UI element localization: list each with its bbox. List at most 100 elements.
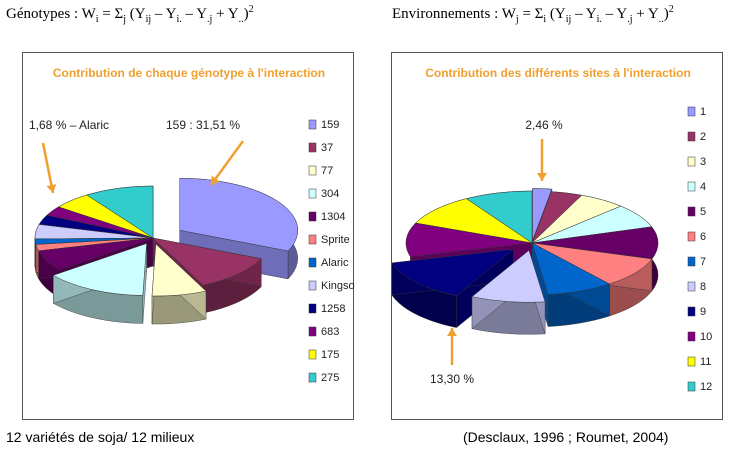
legend-label: 6 [700,231,706,243]
legend-swatch [687,256,696,267]
legend-item-37: 37 [308,142,333,154]
legend-label: 8 [700,281,706,293]
legend-label: 77 [321,165,333,177]
legend-swatch [308,372,317,383]
legend-swatch [687,356,696,367]
legend-item-kingsoy: Kingsoy [308,280,355,292]
legend-item-304: 304 [308,188,339,200]
legend-item-1258: 1258 [308,303,345,315]
pie-slices [34,178,298,325]
legend-item-sprite: Sprite [308,234,350,246]
legend-swatch [308,257,317,268]
legend-item-4: 4 [687,181,706,193]
legend-item-3: 3 [687,156,706,168]
arrow-head [537,173,547,181]
annotation-1-68-alaric: 1,68 % – Alaric [29,118,109,194]
annotation-159-31-51: 159 : 31,51 % [166,118,245,186]
legend-item-5: 5 [687,206,706,218]
legend-swatch [308,119,317,130]
legend-label: 12 [700,381,712,393]
caption-right: (Desclaux, 1996 ; Roumet, 2004) [463,429,669,445]
legend-label: 1304 [321,211,345,223]
legend-swatch [687,131,696,142]
legend-label: 9 [700,306,706,318]
chart-legend: 159 37 77 304 1304 Sprite Alaric Kingsoy 1258 683… [308,119,355,384]
legend-item-6: 6 [687,231,706,243]
legend-swatch [308,349,317,360]
annotation-label: 1,68 % – Alaric [29,118,109,132]
legend-swatch [687,181,696,192]
arrow-head [447,328,457,336]
environment-chart-panel: Contribution des différents sites à l'in… [391,52,723,420]
annotation-13-30: 13,30 % [430,328,474,386]
environment-pie-chart: Contribution des différents sites à l'in… [392,66,712,393]
legend-label: 5 [700,206,706,218]
legend-swatch [687,306,696,317]
pie-slice-9 [392,248,515,329]
legend-swatch [687,381,696,392]
annotation-2-46: 2,46 % [525,118,563,181]
legend-item-11: 11 [687,356,711,368]
legend-swatch [308,326,317,337]
legend-label: Sprite [321,234,350,246]
legend-swatch [687,106,696,117]
legend-swatch [308,165,317,176]
legend-swatch [308,234,317,245]
legend-label: 37 [321,142,333,154]
legend-swatch [687,231,696,242]
annotation-arrow [41,142,55,194]
legend-label: 159 [321,119,339,131]
legend-label: 4 [700,181,706,193]
legend-swatch [687,331,696,342]
genotype-chart-panel: Contribution de chaque génotype à l'inte… [22,52,355,420]
legend-swatch [308,142,317,153]
legend-item-9: 9 [687,306,706,318]
pie-slice-77 [151,243,207,325]
genotype-formula: Génotypes : Wi = Σj (Yij – Yi. – Y.j + Y… [6,4,254,25]
legend-item-12: 12 [687,381,712,393]
formula-label: Environnements [392,6,491,22]
legend-swatch [308,303,317,314]
annotation-label: 13,30 % [430,372,474,386]
chart-title: Contribution des différents sites à l'in… [425,66,691,80]
legend-label: 10 [700,331,712,343]
legend-label: 1258 [321,303,345,315]
formula-label: Génotypes [6,6,71,22]
legend-item-159: 159 [308,119,339,131]
legend-item-175: 175 [308,349,339,361]
pie-slices [392,188,659,335]
legend-label: 3 [700,156,706,168]
legend-item-8: 8 [687,281,706,293]
legend-swatch [308,188,317,199]
legend-swatch [687,281,696,292]
legend-item-77: 77 [308,165,333,177]
environment-formula: Environnements : Wj = Σi (Yij – Yi. – Y.… [392,4,674,25]
legend-swatch [687,206,696,217]
legend-label: 1 [700,106,706,118]
legend-swatch [687,156,696,167]
legend-label: 7 [700,256,706,268]
legend-label: 275 [321,372,339,384]
legend-item-7: 7 [687,256,706,268]
arrow-head [46,184,57,193]
caption-left: 12 variétés de soja/ 12 milieux [6,429,195,445]
legend-label: Kingsoy [321,280,355,292]
pie-slice-8 [471,249,546,335]
genotype-pie-chart: Contribution de chaque génotype à l'inte… [29,66,355,384]
annotation-label: 159 : 31,51 % [166,118,240,132]
legend-item-683: 683 [308,326,339,338]
legend-item-alaric: Alaric [308,257,349,269]
legend-item-10: 10 [687,331,712,343]
legend-label: 304 [321,188,339,200]
legend-swatch [308,211,317,222]
legend-label: 11 [700,356,711,368]
legend-label: 175 [321,349,339,361]
legend-label: 683 [321,326,339,338]
legend-swatch [308,280,317,291]
legend-label: 2 [700,131,706,143]
arrow-head [211,175,220,185]
legend-item-2: 2 [687,131,706,143]
legend-item-275: 275 [308,372,339,384]
annotation-label: 2,46 % [525,118,563,132]
